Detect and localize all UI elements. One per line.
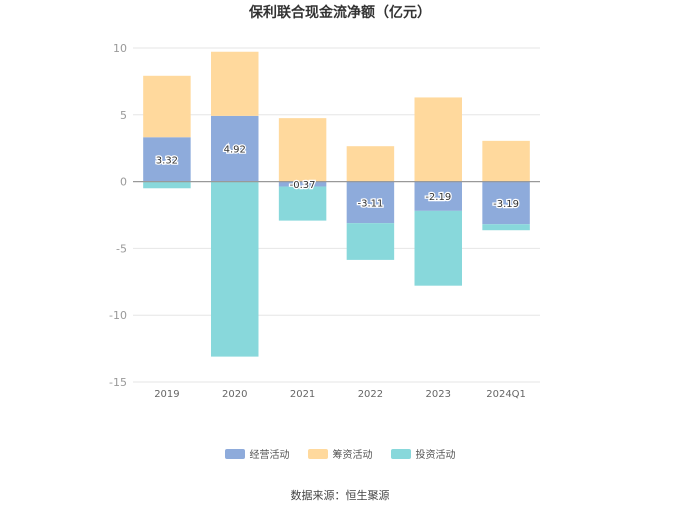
data-label: -0.37 <box>290 180 316 191</box>
y-tick-label: 5 <box>120 109 127 122</box>
x-tick-label: 2023 <box>426 389 451 400</box>
x-axis: 2019 2020 2021 2022 2023 2024Q1 <box>154 389 526 400</box>
y-tick-label: 10 <box>113 42 127 55</box>
bar-segment <box>143 75 191 138</box>
bar-segment <box>346 223 395 260</box>
legend-item-operating[interactable]: 经营活动 <box>224 446 290 461</box>
bar-segment <box>414 210 462 286</box>
x-tick-label: 2021 <box>290 389 315 400</box>
bar-segment <box>143 137 191 182</box>
bar-segment <box>346 181 395 224</box>
x-tick-label: 2019 <box>154 389 179 400</box>
bar-segment <box>143 181 191 189</box>
bar-segment <box>482 181 530 225</box>
bar-segment <box>211 51 259 116</box>
legend-label-operating: 经营活动 <box>249 450 290 461</box>
data-label: -3.11 <box>357 198 383 209</box>
data-label: 3.32 <box>156 155 178 166</box>
legend-swatch-investing <box>390 448 411 459</box>
x-tick-label: 2024Q1 <box>486 389 526 400</box>
data-label: -3.19 <box>493 199 519 210</box>
bar-segment <box>482 140 530 182</box>
data-source: 数据来源：恒生聚源 <box>290 489 390 502</box>
chart-title: 保利联合现金流净额（亿元） <box>249 5 431 21</box>
legend-label-financing: 筹资活动 <box>332 450 373 461</box>
y-tick-label: -10 <box>109 309 127 322</box>
bar-segment <box>211 181 259 357</box>
data-label: -2.19 <box>425 192 451 203</box>
bar-segment <box>414 97 462 182</box>
bar-segment <box>278 186 327 221</box>
legend-item-investing[interactable]: 投资活动 <box>390 446 456 461</box>
data-label: 4.92 <box>224 145 246 156</box>
bar-segment <box>414 181 462 211</box>
legend: 经营活动 筹资活动 投资活动 <box>0 446 680 461</box>
legend-label-investing: 投资活动 <box>415 450 456 461</box>
stacked-bar-chart: 3.32 4.92 -0.37 -3.11 -2.19 -3.19 10 5 0 -5 -10 -1… <box>109 42 540 400</box>
bar-segment <box>346 146 395 182</box>
grid-lines <box>133 47 540 383</box>
y-tick-label: -15 <box>109 376 127 389</box>
bar-segment <box>278 118 327 182</box>
y-axis: 10 5 0 -5 -10 -15 <box>109 42 127 389</box>
bar-segment <box>278 181 327 187</box>
legend-item-financing[interactable]: 筹资活动 <box>307 446 373 461</box>
bar-segment <box>482 224 530 231</box>
x-tick-label: 2020 <box>222 389 247 400</box>
bar-layer <box>143 51 530 357</box>
y-tick-label: 0 <box>120 176 127 189</box>
bar-segment <box>211 115 259 182</box>
data-labels: 3.32 4.92 -0.37 -3.11 -2.19 -3.19 <box>155 143 521 211</box>
legend-swatch-financing <box>307 448 328 459</box>
x-tick-label: 2022 <box>358 389 383 400</box>
y-tick-label: -5 <box>116 242 127 255</box>
legend-swatch-operating <box>224 448 245 459</box>
